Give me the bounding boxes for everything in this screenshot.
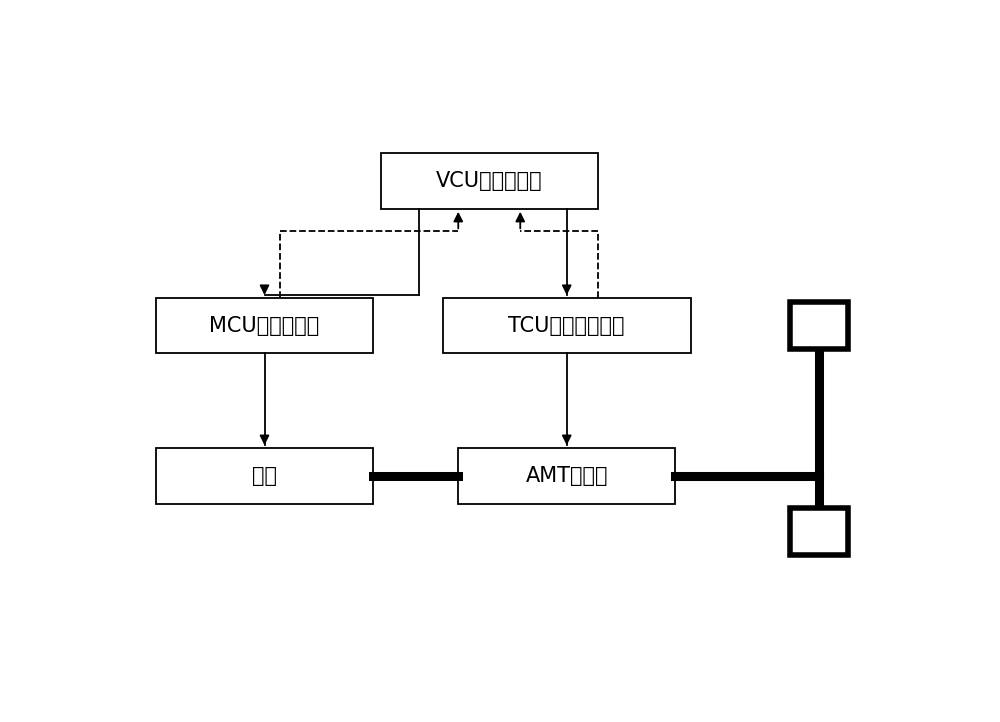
Bar xyxy=(790,302,848,349)
Text: AMT变速器: AMT变速器 xyxy=(526,466,608,486)
Bar xyxy=(156,298,373,354)
Text: MCU电机控制器: MCU电机控制器 xyxy=(209,316,320,336)
Bar xyxy=(790,508,848,555)
Text: 电机: 电机 xyxy=(252,466,277,486)
Bar xyxy=(156,448,373,504)
Bar xyxy=(443,298,691,354)
Text: VCU整车控制器: VCU整车控制器 xyxy=(436,171,543,191)
Bar xyxy=(381,153,598,209)
Text: TCU变速器控制器: TCU变速器控制器 xyxy=(509,316,625,336)
Bar xyxy=(458,448,675,504)
